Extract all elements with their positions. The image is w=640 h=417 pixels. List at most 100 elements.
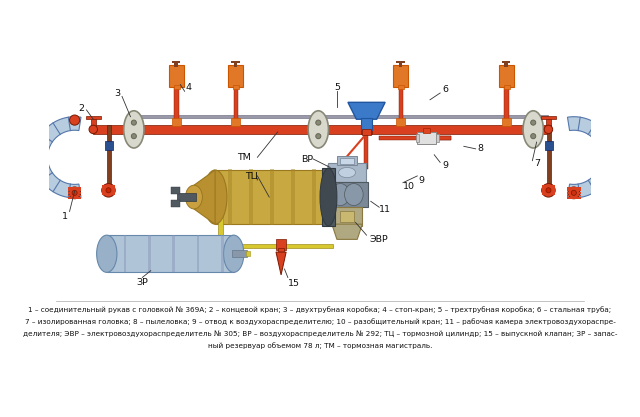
Bar xyxy=(269,169,274,225)
Bar xyxy=(171,187,180,193)
Text: 5: 5 xyxy=(334,83,340,92)
Polygon shape xyxy=(568,117,614,198)
Bar xyxy=(504,62,508,67)
Bar xyxy=(340,158,354,164)
Bar xyxy=(172,118,181,126)
Bar xyxy=(541,190,556,192)
Bar xyxy=(148,235,150,272)
Bar xyxy=(171,201,180,207)
Circle shape xyxy=(102,183,115,197)
Ellipse shape xyxy=(331,183,349,206)
Text: 2: 2 xyxy=(79,104,84,113)
Bar xyxy=(68,197,81,199)
Bar xyxy=(436,133,439,142)
Bar xyxy=(175,62,178,67)
Circle shape xyxy=(72,190,77,196)
Circle shape xyxy=(131,133,136,139)
Circle shape xyxy=(68,187,81,199)
Bar xyxy=(175,87,179,125)
Bar xyxy=(68,189,81,191)
Bar xyxy=(233,85,239,89)
Bar xyxy=(231,61,239,63)
Text: 10: 10 xyxy=(403,181,415,191)
Bar xyxy=(177,193,196,201)
Ellipse shape xyxy=(320,168,337,226)
Bar xyxy=(102,185,115,187)
Bar xyxy=(398,85,404,89)
Bar xyxy=(291,169,295,225)
Bar xyxy=(567,187,580,188)
Bar xyxy=(362,128,371,135)
Bar xyxy=(91,118,96,126)
Bar xyxy=(228,65,243,87)
Ellipse shape xyxy=(308,111,328,148)
Circle shape xyxy=(568,187,580,199)
Bar xyxy=(545,141,553,150)
Text: 7: 7 xyxy=(534,159,540,168)
Bar xyxy=(234,62,237,67)
Polygon shape xyxy=(348,102,385,119)
Text: 6: 6 xyxy=(442,85,448,94)
Bar xyxy=(328,165,367,169)
Text: 3: 3 xyxy=(114,88,120,98)
Bar xyxy=(124,235,126,272)
Bar xyxy=(541,116,556,119)
Bar xyxy=(415,133,419,142)
Bar xyxy=(332,207,362,226)
Ellipse shape xyxy=(186,185,202,209)
Bar xyxy=(312,169,316,225)
Bar xyxy=(168,65,184,87)
Bar xyxy=(546,118,551,126)
Circle shape xyxy=(544,125,553,133)
Text: 9: 9 xyxy=(442,161,448,170)
Bar xyxy=(218,197,223,248)
Polygon shape xyxy=(34,117,81,198)
Bar xyxy=(105,141,113,150)
Bar xyxy=(322,168,335,226)
Text: 1: 1 xyxy=(61,212,67,221)
Bar xyxy=(547,125,551,193)
Bar xyxy=(246,251,250,256)
Bar xyxy=(380,136,451,140)
Bar xyxy=(504,87,509,125)
Bar xyxy=(364,133,368,169)
Circle shape xyxy=(546,188,551,193)
Bar xyxy=(502,61,510,63)
Bar xyxy=(541,187,556,188)
Bar xyxy=(249,169,253,225)
Bar xyxy=(399,62,402,67)
Bar xyxy=(86,116,101,119)
Ellipse shape xyxy=(223,235,244,272)
Circle shape xyxy=(106,188,111,193)
Text: 1 – соединительный рукав с головкой № 369А; 2 – концевой кран; 3 – двухтрубная к: 1 – соединительный рукав с головкой № 36… xyxy=(28,306,612,313)
Text: 4: 4 xyxy=(185,83,191,93)
Bar xyxy=(228,169,232,225)
Circle shape xyxy=(531,133,536,139)
Bar xyxy=(218,244,333,248)
Text: 11: 11 xyxy=(380,205,391,214)
Text: 15: 15 xyxy=(288,279,300,288)
Bar xyxy=(102,187,115,188)
Bar xyxy=(107,125,111,193)
Bar xyxy=(328,163,365,182)
Bar xyxy=(231,118,241,126)
Bar xyxy=(541,185,556,187)
Ellipse shape xyxy=(124,111,144,148)
Bar xyxy=(221,235,223,272)
Bar xyxy=(134,115,548,118)
Bar xyxy=(567,197,580,199)
Bar xyxy=(102,190,115,192)
Text: ТЦ: ТЦ xyxy=(246,171,259,181)
Bar xyxy=(107,235,234,272)
Bar xyxy=(215,170,328,224)
Bar xyxy=(541,188,556,190)
Bar xyxy=(567,195,580,196)
Bar xyxy=(541,193,556,196)
Text: ТМ: ТМ xyxy=(237,153,251,162)
Bar xyxy=(362,125,372,134)
Circle shape xyxy=(531,120,536,125)
Bar xyxy=(438,136,451,140)
Bar xyxy=(340,211,354,221)
Bar xyxy=(196,235,199,272)
Ellipse shape xyxy=(344,183,363,206)
